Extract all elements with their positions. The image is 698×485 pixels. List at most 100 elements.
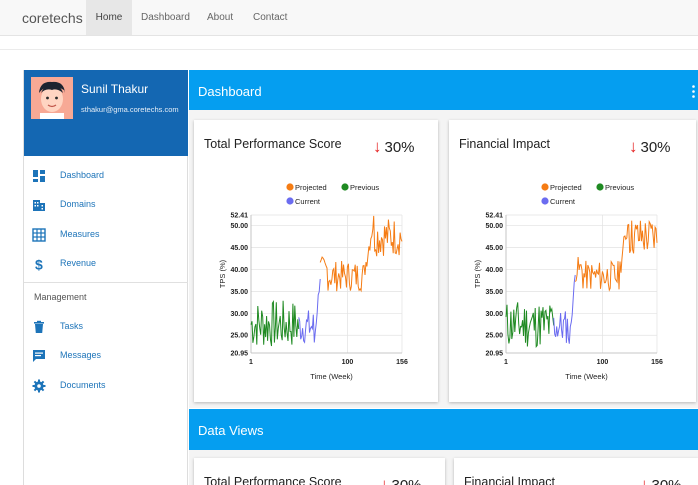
card-title: Financial Impact	[459, 137, 551, 151]
revenue-icon: $	[35, 257, 43, 271]
sidebar-item-documents[interactable]: Documents	[24, 376, 188, 398]
sidebar-item-measures[interactable]: Measures	[24, 225, 188, 247]
sidebar-item-dashboard[interactable]: Dashboard	[24, 166, 188, 188]
data-views-panel: Total Performance Score ↓30% Financial I…	[189, 450, 698, 485]
arrow-down-icon: ↓	[373, 137, 382, 156]
card-total-performance-score: Total Performance Score ↓30%	[194, 458, 445, 485]
profile-header: Sunil Thakur sthakur@gma.coretechs.com	[24, 70, 188, 156]
y-tick-label: 35.00	[230, 289, 248, 296]
legend-marker	[541, 183, 549, 191]
nav-about[interactable]: About	[207, 12, 234, 23]
dashboard-icon	[33, 170, 45, 182]
y-tick-label: 20.95	[230, 351, 248, 358]
trend-indicator: ↓30%	[373, 137, 415, 157]
legend-marker	[286, 197, 294, 205]
x-tick-label: 156	[396, 359, 408, 366]
change-value: 30%	[640, 139, 671, 156]
x-axis-label: Time (Week)	[565, 372, 608, 381]
change-value: 30%	[652, 477, 682, 485]
sidebar-item-revenue[interactable]: $ Revenue	[24, 254, 188, 276]
legend-label: Previous	[350, 183, 379, 192]
divider	[0, 49, 698, 50]
tps-chart: Projected Previous Current 20.95 25.00 30.00 3…	[473, 183, 663, 381]
data-views-header: Data Views	[189, 409, 698, 450]
sidebar-item-domains[interactable]: Domains	[24, 195, 188, 217]
card-financial-impact: Financial Impact ↓30%	[454, 458, 698, 485]
section-label-management: Management	[34, 292, 87, 302]
tps-chart: Projected Previous Current 20.95 25.00 30.00 3…	[218, 183, 408, 381]
measures-icon	[32, 228, 46, 242]
y-tick-label: 40.00	[485, 267, 503, 274]
sidebar-item-messages[interactable]: Messages	[24, 346, 188, 368]
x-tick-label: 1	[249, 359, 253, 366]
section-title: Data Views	[198, 423, 264, 438]
change-value: 30%	[384, 139, 415, 156]
domains-icon	[33, 200, 45, 211]
sidebar-item-tasks[interactable]: Tasks	[24, 317, 188, 339]
y-tick-label: 45.00	[485, 245, 503, 252]
legend-label: Projected	[550, 183, 582, 192]
legend-label: Current	[550, 197, 576, 206]
legend-marker	[596, 183, 604, 191]
y-tick-label: 25.00	[485, 333, 503, 340]
y-tick-label: 50.00	[230, 223, 248, 230]
legend-marker	[341, 183, 349, 191]
legend-marker	[541, 197, 549, 205]
page-title: Dashboard	[198, 84, 262, 99]
avatar[interactable]	[31, 77, 73, 119]
arrow-down-icon: ↓	[640, 475, 649, 485]
sidebar-item-label: Dashboard	[60, 170, 105, 180]
series-line-previous	[505, 302, 555, 348]
nav-dashboard[interactable]: Dashboard	[141, 12, 190, 23]
sidebar: Sunil Thakur sthakur@gma.coretechs.com D…	[23, 70, 188, 485]
series-line-previous	[250, 300, 300, 347]
svg-text:$: $	[35, 257, 43, 271]
card-title: Total Performance Score	[204, 475, 342, 485]
y-tick-label: 40.00	[230, 267, 248, 274]
card-title: Total Performance Score	[204, 137, 342, 151]
x-tick-label: 1	[504, 359, 508, 366]
arrow-down-icon: ↓	[380, 475, 389, 485]
menu-divider	[24, 282, 188, 283]
more-vertical-icon[interactable]	[692, 85, 695, 98]
series-line-projected	[574, 219, 658, 292]
trend-indicator: ↓30%	[629, 137, 671, 157]
y-axis-label: TPS (%)	[218, 259, 227, 288]
nav-contact[interactable]: Contact	[253, 12, 288, 23]
y-tick-label: 50.00	[485, 223, 503, 230]
series-line-current	[298, 278, 321, 344]
legend-label: Projected	[295, 183, 327, 192]
x-tick-label: 100	[342, 359, 354, 366]
nav-home[interactable]: Home	[86, 0, 132, 35]
top-navbar: coretechs Home Dashboard About Contact	[0, 0, 698, 36]
y-tick-label: 30.00	[485, 311, 503, 318]
change-value: 30%	[392, 477, 422, 485]
legend-label: Previous	[605, 183, 634, 192]
sidebar-item-label: Tasks	[60, 321, 84, 331]
sidebar-item-label: Measures	[60, 229, 100, 239]
user-name: Sunil Thakur	[81, 82, 149, 96]
y-tick-label: 45.00	[230, 245, 248, 252]
sidebar-item-label: Revenue	[60, 258, 97, 268]
trash-icon	[34, 320, 44, 333]
x-axis-label: Time (Week)	[310, 372, 353, 381]
y-tick-label: 35.00	[485, 289, 503, 296]
x-tick-label: 100	[597, 359, 609, 366]
card-total-performance-score: Total Performance Score ↓ 30% Projected Pr…	[194, 120, 438, 402]
y-tick-label: 52.41	[485, 213, 503, 220]
sidebar-item-label: Domains	[60, 199, 96, 209]
x-tick-label: 156	[651, 359, 663, 366]
chat-icon	[33, 350, 45, 362]
y-tick-label: 52.41	[230, 213, 248, 220]
brand-logo[interactable]: coretechs	[22, 10, 83, 26]
series-line-projected	[319, 215, 403, 293]
sidebar-item-label: Messages	[60, 350, 102, 360]
trend-indicator: ↓30%	[640, 475, 682, 485]
y-axis-label: TPS (%)	[473, 259, 482, 288]
legend-marker	[286, 183, 294, 191]
sidebar-item-label: Documents	[60, 380, 106, 390]
gear-icon	[32, 379, 46, 393]
series-line-current	[553, 274, 576, 344]
user-email: sthakur@gma.coretechs.com	[81, 105, 179, 114]
dashboard-header: Dashboard	[189, 70, 698, 110]
